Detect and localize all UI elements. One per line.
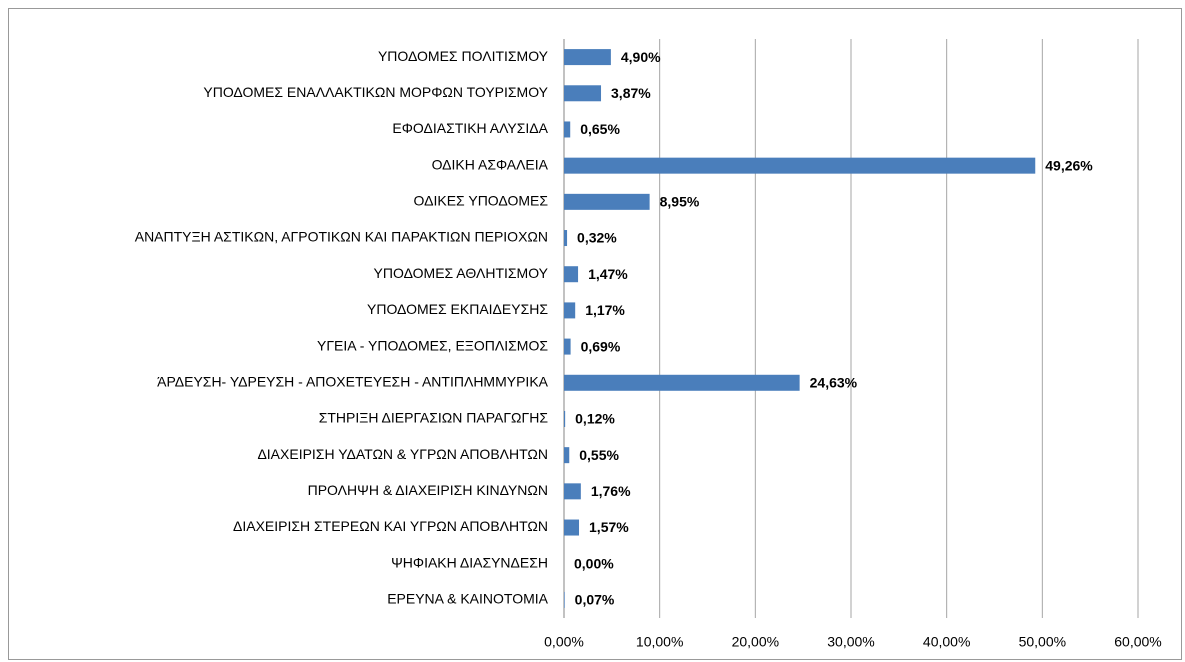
value-label: 0,00% [574, 555, 614, 571]
value-label: 0,32% [577, 230, 617, 246]
y-tick-label: ΆΡΔΕΥΣΗ- ΥΔΡΕΥΣΗ - ΑΠΟΧΕΤΕΥΕΣΗ - ΑΝΤΙΠΛΗ… [157, 373, 549, 389]
bar [564, 483, 581, 500]
y-tick-label: ΣΤΗΡΙΞΗ ΔΙΕΡΓΑΣΙΩΝ ΠΑΡΑΓΩΓΗΣ [319, 410, 549, 426]
y-tick-label: ΔΙΑΧΕΙΡΙΣΗ ΣΤΕΡΕΩΝ ΚΑΙ ΥΓΡΩΝ ΑΠΟΒΛΗΤΩΝ [233, 518, 548, 534]
bar [564, 410, 566, 427]
x-tick-label: 60,00% [1114, 634, 1161, 650]
bar [564, 338, 571, 355]
y-tick-label: ΥΠΟΔΟΜΕΣ ΕΝΑΛΛΑΚΤΙΚΩΝ ΜΟΡΦΩΝ ΤΟΥΡΙΣΜΟΥ [203, 84, 548, 100]
y-tick-label: ΥΠΟΔΟΜΕΣ ΕΚΠΑΙΔΕΥΣΗΣ [367, 301, 548, 317]
y-tick-label: ΥΓΕΙΑ - ΥΠΟΔΟΜΕΣ, ΕΞΟΠΛΙΣΜΟΣ [317, 337, 548, 353]
x-tick-label: 30,00% [827, 634, 874, 650]
y-tick-label: ΔΙΑΧΕΙΡΙΣΗ ΥΔΑΤΩΝ & ΥΓΡΩΝ ΑΠΟΒΛΗΤΩΝ [257, 446, 548, 462]
bar [564, 519, 580, 536]
x-tick-label: 40,00% [923, 634, 970, 650]
value-label: 0,12% [575, 411, 615, 427]
bar [564, 230, 568, 247]
bar [564, 85, 602, 102]
bar [564, 193, 650, 210]
y-tick-label: ΑΝΑΠΤΥΞΗ ΑΣΤΙΚΩΝ, ΑΓΡΟΤΙΚΩΝ ΚΑΙ ΠΑΡΑΚΤΙΩ… [135, 229, 548, 245]
y-tick-label: ΥΠΟΔΟΜΕΣ ΠΟΛΙΤΙΣΜΟΥ [378, 48, 549, 64]
value-label: 3,87% [611, 85, 651, 101]
bar [564, 591, 565, 608]
value-label: 0,55% [579, 447, 619, 463]
value-label: 1,57% [589, 519, 629, 535]
y-tick-label: ΟΔΙΚΕΣ ΥΠΟΔΟΜΕΣ [414, 193, 549, 209]
y-tick-label: ΨΗΦΙΑΚΗ ΔΙΑΣΥΝΔΕΣΗ [391, 554, 548, 570]
bar [564, 447, 570, 464]
y-tick-label: ΕΦΟΔΙΑΣΤΙΚΗ ΑΛΥΣΙΔΑ [392, 120, 548, 136]
y-tick-label: ΥΠΟΔΟΜΕΣ ΑΘΛΗΤΙΣΜΟΥ [374, 265, 549, 281]
x-tick-label: 50,00% [1019, 634, 1066, 650]
bar [564, 49, 611, 66]
y-tick-label: ΟΔΙΚΗ ΑΣΦΑΛΕΙΑ [432, 156, 549, 172]
x-tick-label: 10,00% [636, 634, 683, 650]
bar [564, 121, 571, 138]
y-tick-label: ΠΡΟΛΗΨΗ & ΔΙΑΧΕΙΡΙΣΗ ΚΙΝΔΥΝΩΝ [308, 482, 548, 498]
value-label: 0,69% [581, 338, 621, 354]
x-tick-label: 20,00% [732, 634, 779, 650]
bar [564, 157, 1036, 174]
value-label: 4,90% [621, 49, 661, 65]
value-label: 0,65% [580, 121, 620, 137]
value-label: 8,95% [660, 194, 700, 210]
chart-border [8, 8, 1182, 660]
bar [564, 374, 800, 391]
value-label: 1,47% [588, 266, 628, 282]
x-tick-label: 0,00% [544, 634, 584, 650]
value-label: 49,26% [1045, 157, 1093, 173]
y-tick-label: ΕΡΕΥΝΑ & ΚΑΙΝΟΤΟΜΙΑ [387, 591, 548, 607]
value-label: 1,76% [591, 483, 631, 499]
bar [564, 266, 579, 283]
value-label: 1,17% [585, 302, 625, 318]
bar [564, 302, 576, 319]
value-label: 24,63% [810, 374, 858, 390]
value-label: 0,07% [575, 592, 615, 608]
